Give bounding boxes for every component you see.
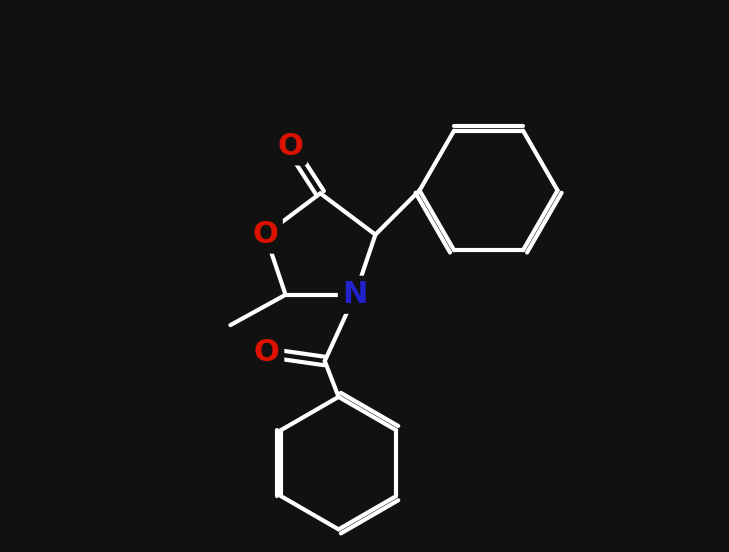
Text: O: O bbox=[254, 338, 280, 367]
Text: O: O bbox=[252, 220, 278, 249]
Text: N: N bbox=[343, 280, 368, 309]
Text: O: O bbox=[277, 132, 303, 161]
